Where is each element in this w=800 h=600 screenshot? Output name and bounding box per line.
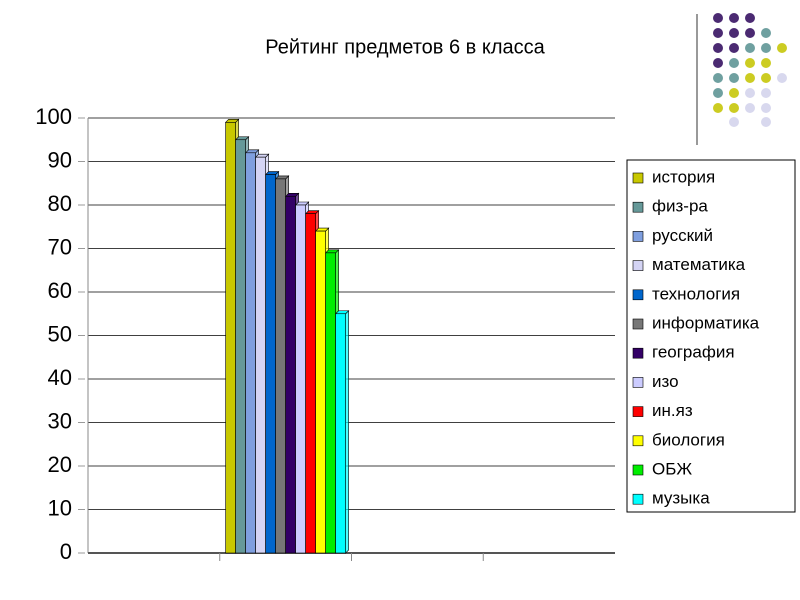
bar <box>245 152 256 554</box>
bar <box>275 178 286 554</box>
legend-swatch <box>632 318 644 330</box>
legend-label: русский <box>652 226 713 245</box>
legend-label: ин.яз <box>652 401 693 420</box>
legend-label: биология <box>652 430 725 449</box>
legend-swatch <box>632 260 644 271</box>
decoration <box>696 13 787 145</box>
y-tick-label: 100 <box>35 104 72 129</box>
bar <box>295 204 306 554</box>
legend-swatch <box>632 201 644 213</box>
legend-label: история <box>652 167 715 186</box>
bar <box>235 139 246 554</box>
bar <box>225 122 236 554</box>
bar <box>315 230 326 554</box>
bar <box>265 174 276 554</box>
y-tick-label: 20 <box>48 452 72 477</box>
bar <box>305 213 316 554</box>
chart-title: Рейтинг предметов 6 в класса <box>265 36 545 58</box>
legend-swatch <box>632 289 644 301</box>
legend-label: физ-ра <box>652 197 708 216</box>
legend-swatch <box>632 347 644 359</box>
legend-swatch <box>632 435 644 447</box>
legend-swatch <box>632 377 644 388</box>
bar <box>325 252 336 554</box>
legend-label: география <box>652 343 735 362</box>
legend-label: информатика <box>652 313 760 332</box>
y-tick-label: 50 <box>48 321 72 346</box>
y-tick-label: 10 <box>48 495 72 520</box>
bar-side <box>345 310 349 554</box>
legend <box>626 159 796 513</box>
legend-swatch <box>632 464 644 476</box>
bar <box>335 313 346 554</box>
bar <box>285 196 296 554</box>
legend-label: математика <box>652 255 746 274</box>
legend-swatch <box>632 406 644 417</box>
y-tick-label: 40 <box>48 365 72 390</box>
legend-swatch <box>632 493 644 505</box>
legend-swatch <box>632 231 644 242</box>
y-tick-label: 80 <box>48 191 72 216</box>
legend-label: изо <box>652 372 679 391</box>
y-tick-label: 30 <box>48 408 72 433</box>
legend-label: технология <box>652 284 740 303</box>
legend-label: ОБЖ <box>652 459 692 478</box>
y-tick-label: 70 <box>48 234 72 259</box>
legend-swatch <box>632 172 644 184</box>
bar <box>255 156 266 554</box>
legend-label: музыка <box>652 489 710 508</box>
y-tick-label: 90 <box>48 147 72 172</box>
y-tick-label: 60 <box>48 278 72 303</box>
y-tick-label: 0 <box>60 539 72 564</box>
